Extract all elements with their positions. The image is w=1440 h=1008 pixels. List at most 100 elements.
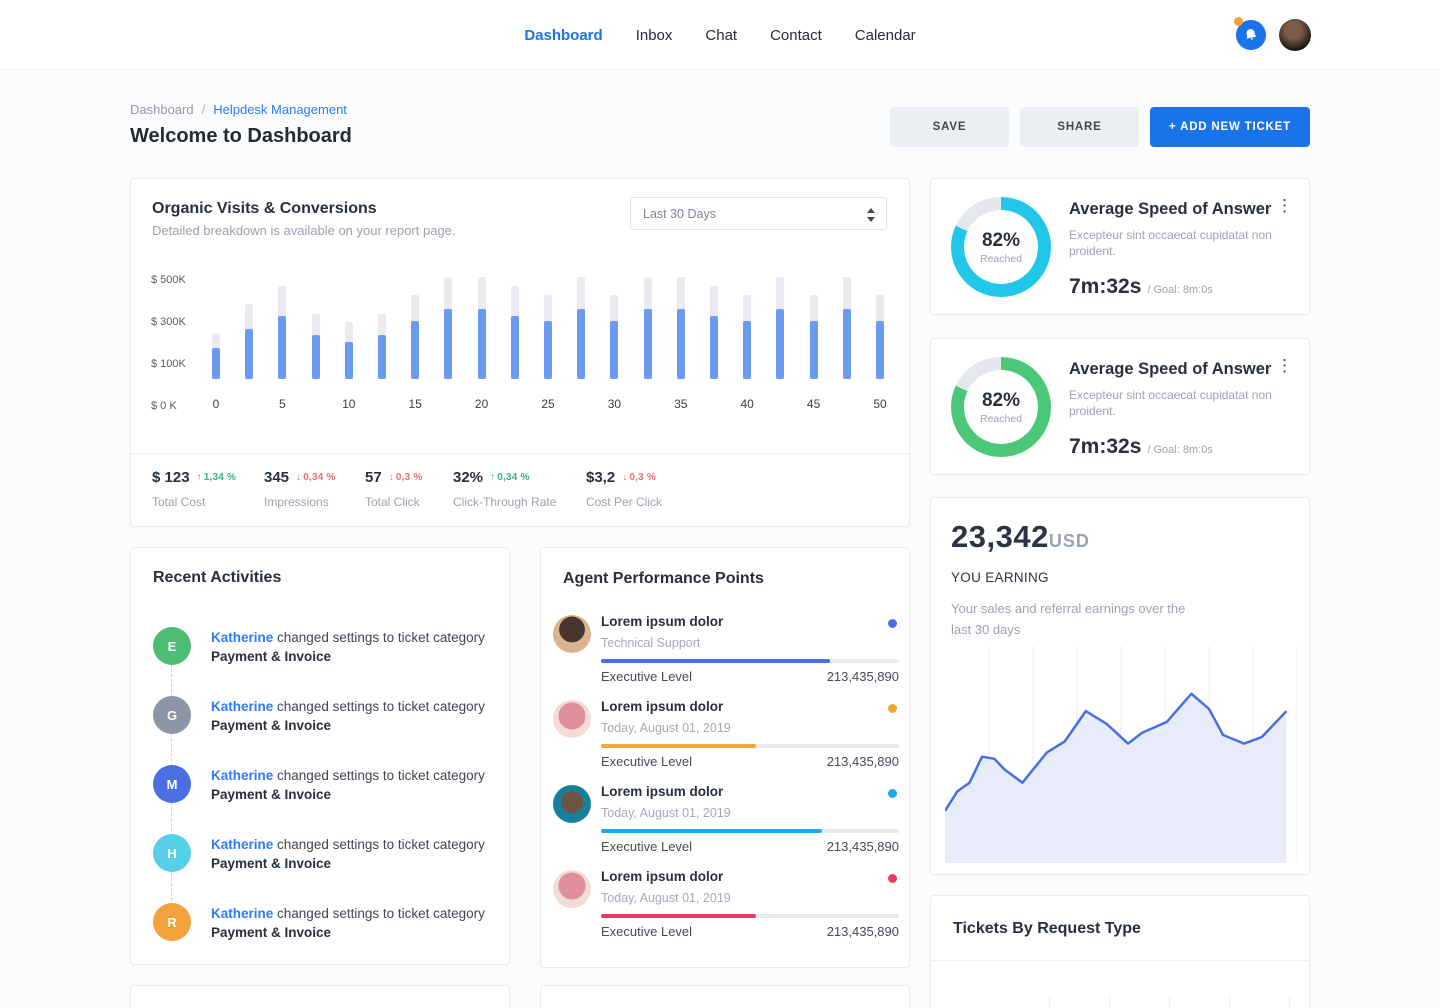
nav-item-contact[interactable]: Contact bbox=[770, 26, 822, 44]
nav-item-chat[interactable]: Chat bbox=[705, 26, 738, 44]
save-button[interactable]: SAVE bbox=[890, 107, 1009, 147]
avatar-initial: M bbox=[166, 776, 178, 792]
agent-points: 213,435,890 bbox=[826, 924, 899, 939]
activity-user-link[interactable]: Katherine bbox=[211, 699, 274, 714]
date-range-select[interactable]: Last 30 Days bbox=[630, 197, 887, 230]
activity-action: changed settings to ticket category bbox=[273, 768, 485, 783]
delta-up-icon: ↑ bbox=[196, 472, 202, 483]
delta-down-icon: ↓ bbox=[388, 472, 394, 483]
delta-down-icon: ↓ bbox=[296, 472, 302, 483]
activity-user-link[interactable]: Katherine bbox=[211, 906, 274, 921]
agent-name: Lorem ipsum dolor bbox=[601, 614, 724, 629]
tickets-by-request-type-card: Tickets By Request Type bbox=[930, 895, 1310, 1008]
agent-progress-bar bbox=[601, 914, 899, 918]
recent-activities-title: Recent Activities bbox=[153, 569, 282, 586]
activity-user-link[interactable]: Katherine bbox=[211, 837, 274, 852]
donut-percent: 82% bbox=[981, 389, 1021, 411]
nav-item-calendar[interactable]: Calendar bbox=[854, 26, 916, 44]
agent-subtitle: Technical Support bbox=[601, 636, 701, 650]
agent-status-dot bbox=[888, 789, 897, 798]
organic-visits-title: Organic Visits & Conversions bbox=[152, 200, 377, 217]
stat-label: Total Click bbox=[365, 495, 420, 509]
stat-label: Total Cost bbox=[152, 495, 206, 509]
organic-visits-card: Organic Visits & Conversions Detailed br… bbox=[130, 178, 910, 527]
stat-value: 32% bbox=[453, 469, 484, 486]
breadcrumb-helpdesk-management[interactable]: Helpdesk Management bbox=[213, 102, 347, 117]
earnings-desc: Your sales and referral earnings over th… bbox=[951, 601, 1186, 637]
activity-action: changed settings to ticket category bbox=[273, 837, 485, 852]
agent-avatar bbox=[553, 615, 591, 653]
select-arrows-icon bbox=[867, 207, 875, 223]
agent-status-dot bbox=[888, 704, 897, 713]
stat-value: 345 bbox=[264, 469, 290, 486]
agent-row: Lorem ipsum dolor Technical Support Exec… bbox=[553, 613, 899, 687]
activity-action: changed settings to ticket category bbox=[273, 906, 485, 921]
activity-target: Payment & Invoice bbox=[211, 787, 332, 802]
activity-item: H Katherine changed settings to ticket c… bbox=[153, 834, 489, 878]
agent-level: Executive Level bbox=[601, 839, 693, 854]
agent-performance-card: Agent Performance Points Lorem ipsum dol… bbox=[540, 547, 910, 968]
stat-value: $ 123 bbox=[152, 469, 190, 486]
nav-item-dashboard[interactable]: Dashboard bbox=[524, 26, 603, 44]
stat-impressions: 345 ↓ 0,34 % Impressions bbox=[264, 469, 336, 509]
speed-card-desc: Excepteur sint occaecat cupidatat non pr… bbox=[1069, 388, 1272, 418]
stat-value: $3,2 bbox=[586, 469, 616, 486]
notification-button[interactable] bbox=[1234, 17, 1266, 50]
agent-avatar bbox=[553, 870, 591, 908]
activity-action: changed settings to ticket category bbox=[273, 699, 485, 714]
activity-item: M Katherine changed settings to ticket c… bbox=[153, 765, 489, 809]
bottom-middle-card bbox=[540, 985, 910, 1008]
stat-label: Cost Per Click bbox=[586, 495, 663, 509]
agent-row: Lorem ipsum dolor Today, August 01, 2019… bbox=[553, 783, 899, 857]
activity-user-link[interactable]: Katherine bbox=[211, 768, 274, 783]
avatar-initial: R bbox=[167, 914, 177, 930]
tickets-divider bbox=[931, 960, 1309, 961]
donut-percent: 82% bbox=[981, 229, 1021, 251]
share-button[interactable]: SHARE bbox=[1020, 107, 1139, 147]
speed-card-title: Average Speed of Answer bbox=[1069, 360, 1272, 378]
earnings-label: YOU EARNING bbox=[951, 570, 1049, 585]
activity-avatar: R bbox=[153, 903, 191, 941]
bar-chart-x-axis: 0 5 10 15 20 25 30 35 40 45 50 bbox=[212, 397, 887, 411]
activity-avatar: M bbox=[153, 765, 191, 803]
agent-subtitle: Today, August 01, 2019 bbox=[601, 721, 731, 735]
avatar-initial: G bbox=[166, 707, 178, 723]
donut-caption: Reached bbox=[979, 252, 1023, 265]
agent-name: Lorem ipsum dolor bbox=[601, 784, 724, 799]
agent-name: Lorem ipsum dolor bbox=[601, 869, 724, 884]
activity-user-link[interactable]: Katherine bbox=[211, 630, 274, 645]
kebab-menu-icon[interactable]: ⋮ bbox=[1276, 356, 1293, 375]
agent-progress-bar bbox=[601, 744, 899, 748]
add-new-ticket-button[interactable]: + ADD NEW TICKET bbox=[1150, 107, 1310, 147]
speed-time: 7m:32s bbox=[1069, 275, 1142, 298]
earnings-amount: 23,342 bbox=[951, 519, 1049, 554]
speed-donut-chart: 82% Reached bbox=[951, 197, 1051, 297]
stat-label: Click-Through Rate bbox=[453, 495, 557, 509]
nav-item-inbox[interactable]: Inbox bbox=[635, 26, 673, 44]
activity-target: Payment & Invoice bbox=[211, 718, 332, 733]
speed-card-desc: Excepteur sint occaecat cupidatat non pr… bbox=[1069, 228, 1272, 258]
agent-subtitle: Today, August 01, 2019 bbox=[601, 891, 731, 905]
notification-dot bbox=[1234, 17, 1243, 26]
organic-visits-subtitle: Detailed breakdown is available on your … bbox=[152, 223, 456, 238]
agent-row: Lorem ipsum dolor Today, August 01, 2019… bbox=[553, 868, 899, 942]
speed-goal: / Goal: 8m:0s bbox=[1147, 444, 1213, 456]
agent-status-dot bbox=[888, 874, 897, 883]
breadcrumb-dashboard[interactable]: Dashboard bbox=[130, 102, 194, 117]
agent-row: Lorem ipsum dolor Today, August 01, 2019… bbox=[553, 698, 899, 772]
user-avatar[interactable] bbox=[1279, 19, 1311, 51]
tickets-title: Tickets By Request Type bbox=[953, 920, 1141, 937]
activity-target: Payment & Invoice bbox=[211, 649, 332, 664]
bottom-left-card bbox=[130, 985, 510, 1008]
activity-target: Payment & Invoice bbox=[211, 856, 332, 871]
kebab-menu-icon[interactable]: ⋮ bbox=[1276, 196, 1293, 215]
activity-avatar: E bbox=[153, 627, 191, 665]
agent-subtitle: Today, August 01, 2019 bbox=[601, 806, 731, 820]
activity-item: G Katherine changed settings to ticket c… bbox=[153, 696, 489, 740]
organic-visits-bar-chart bbox=[206, 274, 890, 379]
speed-goal: / Goal: 8m:0s bbox=[1147, 284, 1213, 296]
activity-avatar: G bbox=[153, 696, 191, 734]
avatar-initial: E bbox=[167, 638, 177, 654]
agent-avatar bbox=[553, 785, 591, 823]
